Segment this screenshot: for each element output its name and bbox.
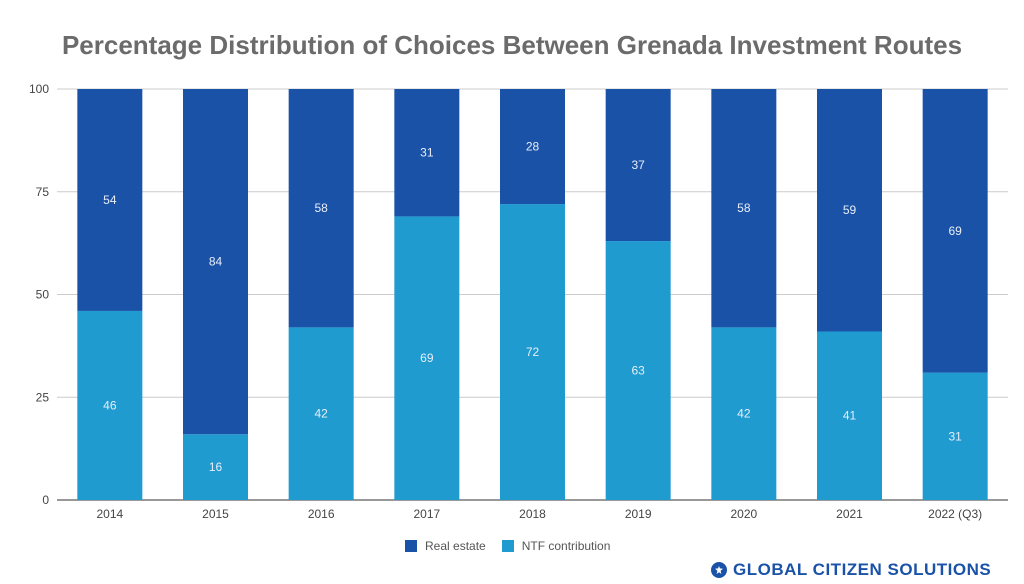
data-label: 54: [103, 193, 117, 207]
data-label: 46: [103, 398, 117, 412]
data-label: 42: [314, 407, 328, 421]
x-tick-label: 2022 (Q3): [928, 507, 982, 521]
data-label: 42: [737, 407, 751, 421]
data-label: 31: [948, 429, 962, 443]
y-tick-label: 50: [36, 288, 50, 302]
bar-ntf-contribution: [394, 216, 460, 500]
data-label: 69: [948, 224, 962, 238]
x-tick-label: 2018: [519, 507, 546, 521]
brand-name: GLOBAL CITIZEN SOLUTIONS: [733, 560, 992, 579]
brand-logo: GLOBAL CITIZEN SOLUTIONS: [711, 560, 991, 580]
bar-real-estate: [394, 89, 460, 217]
bar-real-estate: [711, 89, 777, 328]
bar-ntf-contribution: [500, 204, 565, 500]
y-tick-label: 75: [36, 185, 50, 199]
bar-ntf-contribution: [77, 310, 143, 500]
data-label: 16: [209, 460, 223, 474]
data-label: 63: [631, 364, 645, 378]
legend-swatch: [405, 540, 417, 552]
data-label: 58: [737, 201, 751, 215]
data-label: 59: [843, 203, 857, 217]
data-label: 72: [526, 345, 540, 359]
bar-ntf-contribution: [922, 372, 988, 500]
x-tick-label: 2017: [413, 507, 440, 521]
x-tick-label: 2016: [308, 507, 335, 521]
legend-swatch: [501, 540, 514, 552]
legend-item-real-estate[interactable]: Real estate: [405, 539, 486, 553]
bar-ntf-contribution: [711, 327, 777, 500]
bar-ntf-contribution: [183, 434, 248, 500]
data-label: 41: [843, 409, 857, 423]
legend-label: NTF contribution: [521, 539, 611, 553]
bar-real-estate: [817, 89, 882, 332]
y-tick-label: 0: [42, 493, 49, 507]
x-tick-label: 2019: [625, 507, 652, 521]
y-tick-label: 100: [29, 82, 49, 96]
data-label: 31: [420, 146, 434, 160]
bar-real-estate: [183, 89, 248, 435]
legend-item-ntf-contribution[interactable]: NTF contribution: [501, 539, 611, 553]
x-tick-label: 2021: [836, 507, 863, 521]
bar-real-estate: [922, 89, 988, 373]
data-label: 28: [526, 140, 540, 154]
legend: Real estate NTF contribution: [405, 539, 610, 553]
bar-real-estate: [77, 89, 143, 311]
data-label: 69: [420, 351, 434, 365]
data-label: 58: [314, 201, 328, 215]
data-label: 37: [631, 158, 645, 172]
bar-ntf-contribution: [288, 327, 354, 500]
x-tick-label: 2014: [96, 507, 123, 521]
bar-ntf-contribution: [605, 241, 671, 500]
x-tick-label: 2015: [202, 507, 229, 521]
legend-label: Real estate: [425, 539, 486, 553]
bar-real-estate: [605, 89, 671, 242]
logo-star-icon: [711, 562, 727, 578]
chart-title: Percentage Distribution of Choices Betwe…: [61, 30, 963, 60]
bar-real-estate: [500, 89, 565, 205]
data-label: 84: [209, 255, 223, 269]
y-tick-label: 25: [36, 390, 50, 404]
x-tick-label: 2020: [730, 507, 757, 521]
bar-real-estate: [288, 89, 354, 328]
bar-ntf-contribution: [817, 331, 882, 500]
